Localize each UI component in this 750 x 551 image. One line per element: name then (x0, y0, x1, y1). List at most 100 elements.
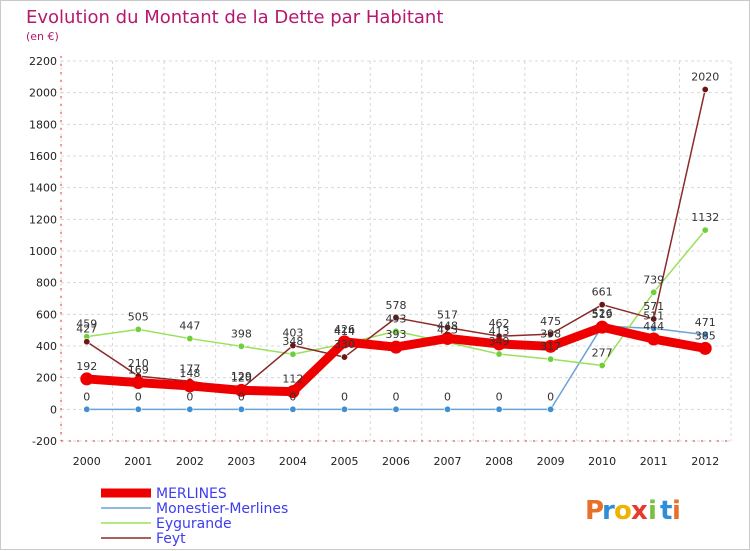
x-tick-label: 2011 (640, 455, 668, 468)
data-label-monestier-merlines: 471 (695, 316, 716, 329)
data-point-feyt (289, 342, 297, 350)
data-label-eygurande: 398 (231, 327, 252, 340)
data-point-eygurande (289, 350, 297, 358)
data-point-eygurande (701, 226, 709, 234)
logo-letter: t (660, 496, 672, 526)
data-point-monestier-merlines (134, 405, 142, 413)
data-label-monestier-merlines: 526 (592, 307, 613, 320)
data-point-merlines (492, 337, 506, 351)
data-label-feyt: 2020 (691, 71, 719, 84)
data-labels: 0 0 0 0 0 0 0 0 0 0 526 511 471 459 505 447 398 348 414 493… (76, 71, 719, 404)
logo-letter: i (672, 496, 681, 526)
data-point-eygurande (598, 361, 606, 369)
data-point-monestier-merlines (186, 405, 194, 413)
data-point-merlines (80, 372, 94, 386)
data-point-monestier-merlines (547, 405, 555, 413)
x-tick-label: 2004 (279, 455, 307, 468)
y-tick-label: 800 (36, 277, 57, 290)
data-label-feyt: 210 (128, 357, 149, 370)
data-label-merlines: 169 (128, 364, 149, 377)
series (80, 86, 712, 413)
data-label-merlines: 444 (643, 320, 664, 333)
data-point-eygurande (650, 288, 658, 296)
data-label-eygurande: 349 (489, 335, 510, 348)
data-label-eygurande: 1132 (691, 211, 719, 224)
x-tick-label: 2003 (227, 455, 255, 468)
data-label-feyt: 517 (437, 308, 458, 321)
data-point-merlines (595, 320, 609, 334)
data-point-feyt (83, 338, 91, 346)
data-label-monestier-merlines: 0 (496, 390, 503, 403)
data-label-monestier-merlines: 0 (393, 390, 400, 403)
data-label-feyt: 403 (282, 327, 303, 340)
data-label-merlines: 192 (76, 360, 97, 373)
data-label-eygurande: 348 (282, 335, 303, 348)
y-tick-label: 1400 (29, 182, 57, 195)
y-tick-label: 1000 (29, 245, 57, 258)
legend-label-feyt: Feyt (156, 531, 186, 547)
data-point-merlines (337, 335, 351, 349)
data-point-monestier-merlines (340, 405, 348, 413)
data-label-feyt: 330 (334, 338, 355, 351)
data-label-feyt: 462 (489, 317, 510, 330)
data-point-merlines (647, 332, 661, 346)
data-point-monestier-merlines (237, 405, 245, 413)
data-label-feyt: 578 (386, 299, 407, 312)
x-tick-label: 2000 (73, 455, 101, 468)
data-label-monestier-merlines: 0 (186, 390, 193, 403)
data-point-merlines (544, 339, 558, 353)
data-point-monestier-merlines (701, 331, 709, 339)
data-label-monestier-merlines: 0 (135, 390, 142, 403)
data-point-eygurande (495, 350, 503, 358)
data-point-monestier-merlines (444, 405, 452, 413)
data-point-merlines (286, 385, 300, 399)
data-label-eygurande: 739 (643, 273, 664, 286)
data-label-feyt: 661 (592, 286, 613, 299)
data-label-monestier-merlines: 0 (341, 390, 348, 403)
data-point-eygurande (186, 335, 194, 343)
data-label-merlines: 120 (231, 371, 252, 384)
data-label-monestier-merlines: 0 (547, 390, 554, 403)
data-point-eygurande (547, 355, 555, 363)
data-point-feyt (598, 301, 606, 309)
data-label-monestier-merlines: 511 (643, 309, 664, 322)
data-point-eygurande (134, 325, 142, 333)
data-point-monestier-merlines (392, 405, 400, 413)
data-label-feyt: 475 (540, 315, 561, 328)
data-point-monestier-merlines (83, 405, 91, 413)
y-tick-label: 2200 (29, 55, 57, 68)
y-tick-label: -200 (32, 435, 57, 448)
data-label-eygurande: 414 (334, 325, 355, 338)
data-label-feyt: 177 (179, 362, 200, 375)
legend-label-merlines: MERLINES (156, 486, 227, 502)
data-point-merlines (441, 331, 455, 345)
data-label-merlines: 393 (386, 328, 407, 341)
y-tick-label: 0 (50, 403, 57, 416)
data-label-eygurande: 423 (437, 323, 458, 336)
axes: -200020040060080010001200140016001800200… (29, 55, 731, 468)
data-point-merlines (183, 379, 197, 393)
data-label-merlines: 519 (592, 308, 613, 321)
data-point-monestier-merlines (289, 405, 297, 413)
y-tick-label: 1200 (29, 213, 57, 226)
data-label-eygurande: 317 (540, 340, 561, 353)
y-tick-label: 200 (36, 372, 57, 385)
x-tick-label: 2007 (434, 455, 462, 468)
logo-letter: r (602, 496, 615, 526)
data-point-feyt (392, 314, 400, 322)
y-tick-label: 2000 (29, 87, 57, 100)
logo-letter: P (585, 496, 604, 526)
y-tick-label: 600 (36, 308, 57, 321)
data-point-feyt (444, 323, 452, 331)
data-label-feyt: 571 (643, 300, 664, 313)
x-tick-label: 2005 (330, 455, 358, 468)
y-tick-label: 1600 (29, 150, 57, 163)
data-label-merlines: 385 (695, 329, 716, 342)
data-point-feyt (650, 315, 658, 323)
x-tick-label: 2009 (537, 455, 565, 468)
data-label-merlines: 426 (334, 323, 355, 336)
data-label-merlines: 398 (540, 327, 561, 340)
logo-letter: i (648, 496, 657, 526)
